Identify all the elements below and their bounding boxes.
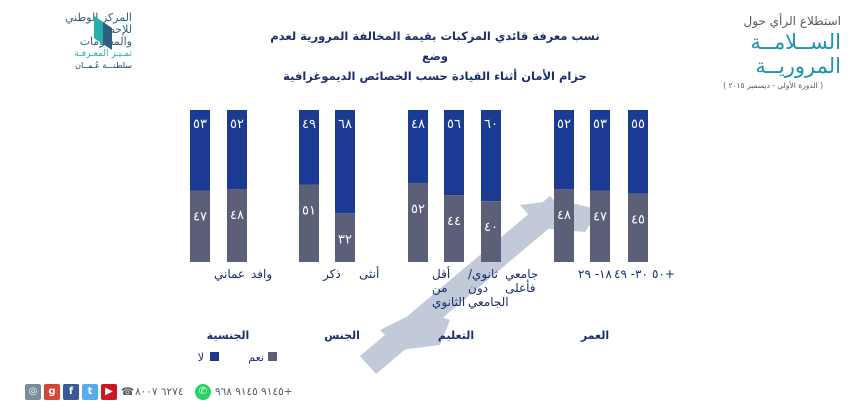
category-label-0: +٥٠	[652, 267, 675, 281]
bar-no-label-1: ٥٣	[593, 117, 607, 132]
bar-no-4	[444, 110, 464, 196]
brand-subtitle: ( الدورة الأولى - ديسمبر ٢٠١٥ )	[723, 81, 823, 90]
bar-yes-label-5: ٥٢	[411, 202, 425, 217]
brand-pre: استطلاع الرأي حول	[743, 14, 841, 28]
bar-yes-4	[444, 195, 464, 262]
legend-swatch-no	[210, 352, 219, 361]
legend-label-yes: نعم	[248, 351, 264, 364]
category-label-4: الجامعي	[468, 295, 509, 309]
category-label-7: ذكر	[322, 267, 341, 282]
bar-no-1	[590, 110, 610, 191]
category-label-9: عماني	[214, 267, 245, 281]
bar-yes-label-4: ٤٤	[447, 214, 461, 229]
bar-yes-label-9: ٤٧	[193, 210, 207, 225]
group-label-3: الجنسية	[207, 329, 250, 342]
logo-line-1: المركز الوطني	[65, 11, 132, 24]
category-label-5: الثانوي	[432, 295, 465, 310]
legend-swatch-yes	[268, 352, 277, 361]
instagram-icon[interactable]: ◎	[25, 384, 41, 400]
category-label-1: ٣٠- ٤٩	[614, 267, 648, 281]
bar-no-2	[554, 110, 574, 190]
bar-no-label-2: ٥٢	[557, 117, 571, 132]
whatsapp-number: ٩١٤٥ ٩١٤٥ ٩٦٨+	[215, 386, 293, 398]
bar-yes-8	[227, 189, 247, 262]
phone-icon: ☎	[121, 386, 135, 398]
bar-yes-6	[335, 213, 355, 262]
category-label-4: دون	[468, 281, 488, 296]
bar-no-label-0: ٥٥	[631, 117, 645, 132]
category-label-6: أنثى	[359, 266, 379, 281]
brand-title: الســلامــة المروريــة	[750, 30, 841, 78]
bar-yes-label-0: ٤٥	[631, 213, 645, 228]
youtube-icon[interactable]: ▶	[101, 384, 117, 400]
bar-no-7	[299, 110, 319, 185]
bar-yes-label-2: ٤٨	[557, 208, 571, 223]
googleplus-icon[interactable]: g	[44, 384, 60, 400]
bar-no-6	[335, 110, 355, 214]
bar-yes-label-1: ٤٧	[593, 210, 607, 225]
bar-no-label-7: ٤٩	[302, 117, 316, 132]
bar-no-3	[481, 110, 501, 202]
bar-no-label-5: ٤٨	[411, 117, 425, 132]
bar-yes-3	[481, 201, 501, 262]
category-label-5: من	[432, 281, 448, 296]
logo-country: سلطنـــة عُـمــان	[75, 61, 132, 70]
legend-label-no: لا	[198, 351, 204, 364]
bar-yes-9	[190, 190, 210, 262]
group-label-0: العمر	[580, 329, 609, 342]
bar-no-label-6: ٦٨	[338, 117, 352, 132]
phone-number: ٦٢٧٤ ٨٠٠٧	[135, 386, 184, 398]
bar-yes-label-8: ٤٨	[230, 208, 244, 223]
bar-yes-label-7: ٥١	[302, 203, 316, 218]
contact-footer: ◎ g f t ▶ ☎ ٦٢٧٤ ٨٠٠٧ ✆ ٩١٤٥ ٩١٤٥ ٩٦٨+	[25, 384, 293, 402]
twitter-icon[interactable]: t	[82, 384, 98, 400]
bar-no-5	[408, 110, 428, 183]
bar-yes-5	[408, 182, 428, 262]
whatsapp-icon[interactable]: ✆	[195, 384, 211, 400]
chart-title: نسب معرفة قائدي المركبات بقيمة المخالفة …	[270, 26, 600, 86]
bar-no-0	[628, 110, 648, 194]
bar-yes-7	[299, 184, 319, 262]
group-label-1: التعليم	[438, 329, 474, 342]
center-logo-mark-icon	[94, 16, 112, 50]
survey-brand: استطلاع الرأي حول الســلامــة المروريــة…	[671, 14, 841, 90]
bar-yes-label-3: ٤٠	[484, 220, 498, 235]
category-label-4: ثانوي/	[468, 267, 498, 282]
category-label-8: وافد	[251, 267, 272, 282]
bar-no-label-4: ٥٦	[447, 117, 461, 132]
bar-yes-1	[590, 190, 610, 262]
bar-no-label-8: ٥٢	[230, 117, 244, 132]
bar-yes-label-6: ٣٢	[338, 232, 352, 247]
category-label-2: ١٨- ٢٩	[578, 267, 612, 281]
bar-yes-2	[554, 189, 574, 262]
chart-title-line-2: حزام الأمان أثناء القيادة حسب الخصائص ال…	[283, 69, 587, 83]
category-label-3: جامعي	[505, 267, 538, 281]
chart-title-line-1: نسب معرفة قائدي المركبات بقيمة المخالفة …	[270, 29, 600, 63]
group-label-2: الجنس	[324, 329, 360, 342]
bar-no-label-9: ٥٣	[193, 117, 207, 132]
logo-tagline: تمـيـز المعـرفـة	[74, 49, 132, 59]
bar-yes-0	[628, 193, 648, 262]
category-label-5: أقل	[432, 266, 450, 281]
facebook-icon[interactable]: f	[63, 384, 79, 400]
bar-no-9	[190, 110, 210, 191]
category-label-3: فأعلى	[505, 279, 536, 295]
bar-no-8	[227, 110, 247, 190]
bar-no-label-3: ٦٠	[484, 117, 498, 132]
